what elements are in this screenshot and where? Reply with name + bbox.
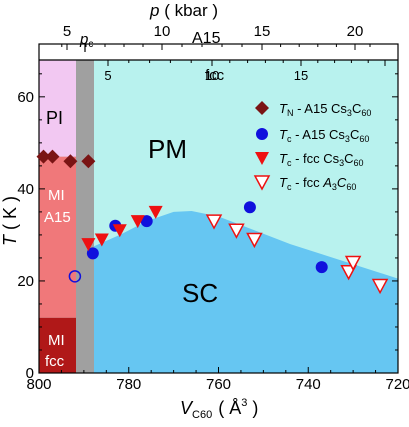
top-axis-unit: ( kbar ) [159, 1, 218, 20]
data-point-series-3 [246, 232, 263, 249]
data-point-series-3 [205, 214, 223, 230]
data-point-series-0 [81, 154, 96, 169]
gray-band-region [76, 60, 94, 373]
legend-label-3: Tc - fcc A3C60 [279, 175, 356, 192]
x-tick-label: 760 [206, 376, 231, 393]
mi-fcc-label-line2: fcc [45, 353, 65, 370]
x-tick-label: 780 [116, 376, 141, 393]
data-point-series-0 [63, 154, 78, 169]
legend-label-0: TN - A15 Cs3C60 [279, 101, 371, 118]
y-axis-symbol: T [0, 233, 20, 246]
data-point-open-circle [68, 270, 82, 283]
legend-marker-1 [256, 128, 268, 140]
top-a15-tick-label: 20 [347, 23, 364, 40]
top-fcc-tick-label: 10 [205, 68, 219, 83]
phase-regions [39, 60, 398, 373]
a15-label: A15 [192, 30, 221, 47]
mi-a15-label-line2: A15 [44, 209, 71, 226]
x-axis-unit: ( Å [218, 398, 241, 418]
data-point-series-0 [45, 149, 60, 164]
y-axis-unit: ( K ) [0, 196, 20, 235]
pc-label: pc [79, 31, 93, 50]
y-tick-label: 40 [17, 181, 34, 198]
x-axis-unit-close: ) [247, 398, 258, 418]
top-fcc-tick-label: 5 [104, 68, 111, 83]
mi-fcc-region [39, 317, 76, 373]
legend-label-1: Tc - A15 Cs3C60 [279, 127, 369, 144]
data-point-series-0 [36, 149, 51, 164]
data-point-series-3 [344, 255, 362, 272]
pc-subscript: c [88, 39, 93, 50]
data-point-series-2 [94, 233, 109, 247]
x-axis-unit-sup: 3 [241, 397, 247, 409]
top-a15-tick-label: 15 [254, 23, 271, 40]
fcc-label: fcc [205, 67, 225, 84]
data-point-series-3 [228, 223, 245, 239]
pi-label: PI [46, 108, 63, 128]
data-point-series-2 [130, 215, 145, 229]
y-tick-label: 60 [17, 89, 34, 106]
top-a15-tick-label: 5 [63, 23, 71, 40]
mi-fcc-label-line1: MI [48, 332, 65, 349]
legend-marker-2 [255, 152, 269, 165]
pm-label: PM [148, 134, 187, 164]
pi-region [39, 60, 76, 157]
data-point-series-2 [148, 205, 163, 219]
data-point-series-2 [81, 238, 96, 252]
data-point-series-2 [112, 224, 127, 238]
legend-label-2: Tc - fcc Cs3C60 [279, 151, 364, 168]
legend: TN - A15 Cs3C60 Tc - A15 Cs3C60 Tc - fcc C… [253, 101, 371, 192]
y-tick-label: 20 [17, 273, 34, 290]
data-markers [36, 149, 389, 295]
data-point-series-1 [315, 261, 328, 274]
mi-a15-region [39, 156, 76, 318]
sc-label: SC [182, 278, 218, 308]
mi-a15-label-line1: MI [48, 187, 65, 204]
top-fcc-tick-label: 15 [294, 68, 308, 83]
legend-marker-3 [253, 175, 271, 191]
x-tick-label: 720 [385, 376, 409, 393]
data-point-series-3 [371, 278, 389, 295]
data-point-series-1 [86, 247, 99, 260]
x-tick-label: 740 [296, 376, 321, 393]
x-axis-subscript: C60 [192, 409, 212, 421]
data-point-series-1 [140, 215, 153, 228]
pc-symbol: p [79, 31, 88, 48]
legend-marker-0 [255, 101, 269, 115]
x-tick-label: 800 [26, 376, 51, 393]
x-axis-symbol: V [180, 398, 194, 418]
data-point-series-1 [243, 201, 256, 214]
top-axis-title: p ( kbar ) [149, 1, 218, 20]
top-a15-tick-label: 10 [154, 23, 171, 40]
y-tick-label: 0 [26, 365, 34, 382]
x-axis-title: VC60 ( Å3 ) [180, 397, 258, 421]
axis-ticks: 800 780 760 740 720 0 20 40 60 5 10 15 20 5 10 15 [17, 23, 409, 393]
sc-region [88, 211, 398, 373]
y-axis-title: T ( K ) [0, 196, 20, 246]
top-axis-symbol: p [149, 1, 159, 20]
